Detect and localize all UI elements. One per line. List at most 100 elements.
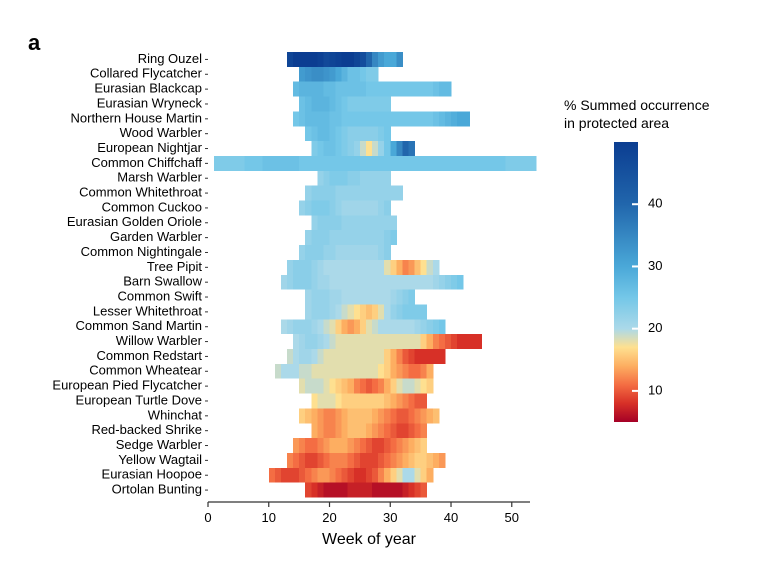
heatmap-cell bbox=[244, 156, 251, 171]
heatmap-cell bbox=[366, 275, 373, 290]
heatmap-cell bbox=[402, 408, 409, 423]
heatmap-cell bbox=[299, 334, 306, 349]
heatmap-cell bbox=[342, 275, 349, 290]
y-axis-label: Common Whitethroat bbox=[79, 185, 202, 200]
heatmap-cell bbox=[281, 275, 288, 290]
y-axis-label: Wood Warbler bbox=[120, 125, 203, 140]
heatmap-cell bbox=[390, 394, 397, 409]
heatmap-cell bbox=[348, 304, 355, 319]
heatmap-cell bbox=[384, 111, 391, 126]
heatmap-cell bbox=[451, 275, 458, 290]
heatmap-cell bbox=[421, 483, 428, 498]
heatmap-cell bbox=[348, 67, 355, 82]
heatmap-cell bbox=[421, 453, 428, 468]
heatmap-cell bbox=[390, 304, 397, 319]
heatmap-cell bbox=[287, 468, 294, 483]
heatmap-cell bbox=[287, 52, 294, 67]
heatmap-cell bbox=[408, 319, 415, 334]
heatmap-cell bbox=[323, 334, 330, 349]
heatmap-cell bbox=[408, 408, 415, 423]
heatmap-cell bbox=[360, 290, 367, 305]
heatmap-cell bbox=[317, 438, 324, 453]
heatmap-cell bbox=[402, 82, 409, 97]
heatmap-cell bbox=[408, 453, 415, 468]
heatmap-cell bbox=[305, 52, 312, 67]
heatmap-cell bbox=[396, 186, 403, 201]
heatmap-cell bbox=[402, 423, 409, 438]
heatmap-cell bbox=[390, 468, 397, 483]
heatmap-cell bbox=[311, 319, 318, 334]
heatmap-cell bbox=[336, 290, 343, 305]
heatmap-cell bbox=[342, 126, 349, 141]
heatmap-cell bbox=[263, 156, 270, 171]
heatmap-cell bbox=[433, 82, 440, 97]
heatmap-cell bbox=[317, 126, 324, 141]
heatmap-cell bbox=[402, 364, 409, 379]
heatmap-cell bbox=[251, 156, 258, 171]
heatmap-cell bbox=[348, 156, 355, 171]
heatmap-cell bbox=[348, 408, 355, 423]
heatmap-cell bbox=[396, 394, 403, 409]
y-axis-label: Garden Warbler bbox=[110, 229, 203, 244]
heatmap-cell bbox=[323, 171, 330, 186]
y-axis-label: European Turtle Dove bbox=[76, 392, 202, 407]
heatmap-cell bbox=[323, 230, 330, 245]
heatmap-cell bbox=[421, 319, 428, 334]
heatmap-cell bbox=[287, 260, 294, 275]
heatmap-cell bbox=[348, 52, 355, 67]
heatmap-cell bbox=[342, 141, 349, 156]
heatmap-cell bbox=[378, 126, 385, 141]
heatmap-cell bbox=[427, 156, 434, 171]
heatmap-cell bbox=[299, 82, 306, 97]
heatmap-cell bbox=[311, 453, 318, 468]
heatmap-cell bbox=[354, 52, 361, 67]
heatmap-cell bbox=[311, 483, 318, 498]
heatmap-cell bbox=[330, 186, 337, 201]
heatmap-cell bbox=[390, 186, 397, 201]
heatmap-cell bbox=[390, 111, 397, 126]
x-axis-tick-label: 0 bbox=[204, 510, 211, 525]
heatmap-cell bbox=[463, 111, 470, 126]
heatmap-cell bbox=[323, 468, 330, 483]
heatmap-cell bbox=[281, 364, 288, 379]
heatmap-cell bbox=[366, 260, 373, 275]
heatmap-cell bbox=[281, 468, 288, 483]
heatmap-cell bbox=[433, 334, 440, 349]
heatmap-cell bbox=[378, 230, 385, 245]
heatmap-cell bbox=[354, 260, 361, 275]
heatmap-cell bbox=[348, 379, 355, 394]
heatmap-cell bbox=[311, 379, 318, 394]
heatmap-cell bbox=[342, 156, 349, 171]
heatmap-cell bbox=[384, 245, 391, 260]
heatmap-cell bbox=[408, 394, 415, 409]
heatmap-cell bbox=[378, 260, 385, 275]
heatmap-cell bbox=[342, 245, 349, 260]
heatmap-cell bbox=[275, 156, 282, 171]
heatmap-cell bbox=[342, 201, 349, 216]
heatmap-cell bbox=[330, 230, 337, 245]
heatmap-cell bbox=[342, 364, 349, 379]
heatmap-cell bbox=[439, 453, 446, 468]
heatmap-cell bbox=[408, 483, 415, 498]
heatmap-cell bbox=[342, 290, 349, 305]
heatmap-cell bbox=[378, 82, 385, 97]
heatmap-cell bbox=[293, 82, 300, 97]
heatmap-cell bbox=[330, 141, 337, 156]
heatmap-cell bbox=[305, 97, 312, 112]
heatmap-cell bbox=[348, 394, 355, 409]
x-axis-tick-label: 50 bbox=[505, 510, 519, 525]
y-axis-label: Common Wheatear bbox=[89, 363, 202, 378]
heatmap-cell bbox=[402, 468, 409, 483]
heatmap-cell bbox=[451, 111, 458, 126]
heatmap-cell bbox=[336, 349, 343, 364]
heatmap-cell bbox=[384, 186, 391, 201]
heatmap-cell bbox=[360, 245, 367, 260]
heatmap-cell bbox=[299, 349, 306, 364]
heatmap-cell bbox=[342, 304, 349, 319]
heatmap-cell bbox=[360, 349, 367, 364]
heatmap-cell bbox=[317, 319, 324, 334]
heatmap-cell bbox=[317, 141, 324, 156]
heatmap-cell bbox=[354, 364, 361, 379]
heatmap-cell bbox=[305, 82, 312, 97]
heatmap-cell bbox=[457, 156, 464, 171]
